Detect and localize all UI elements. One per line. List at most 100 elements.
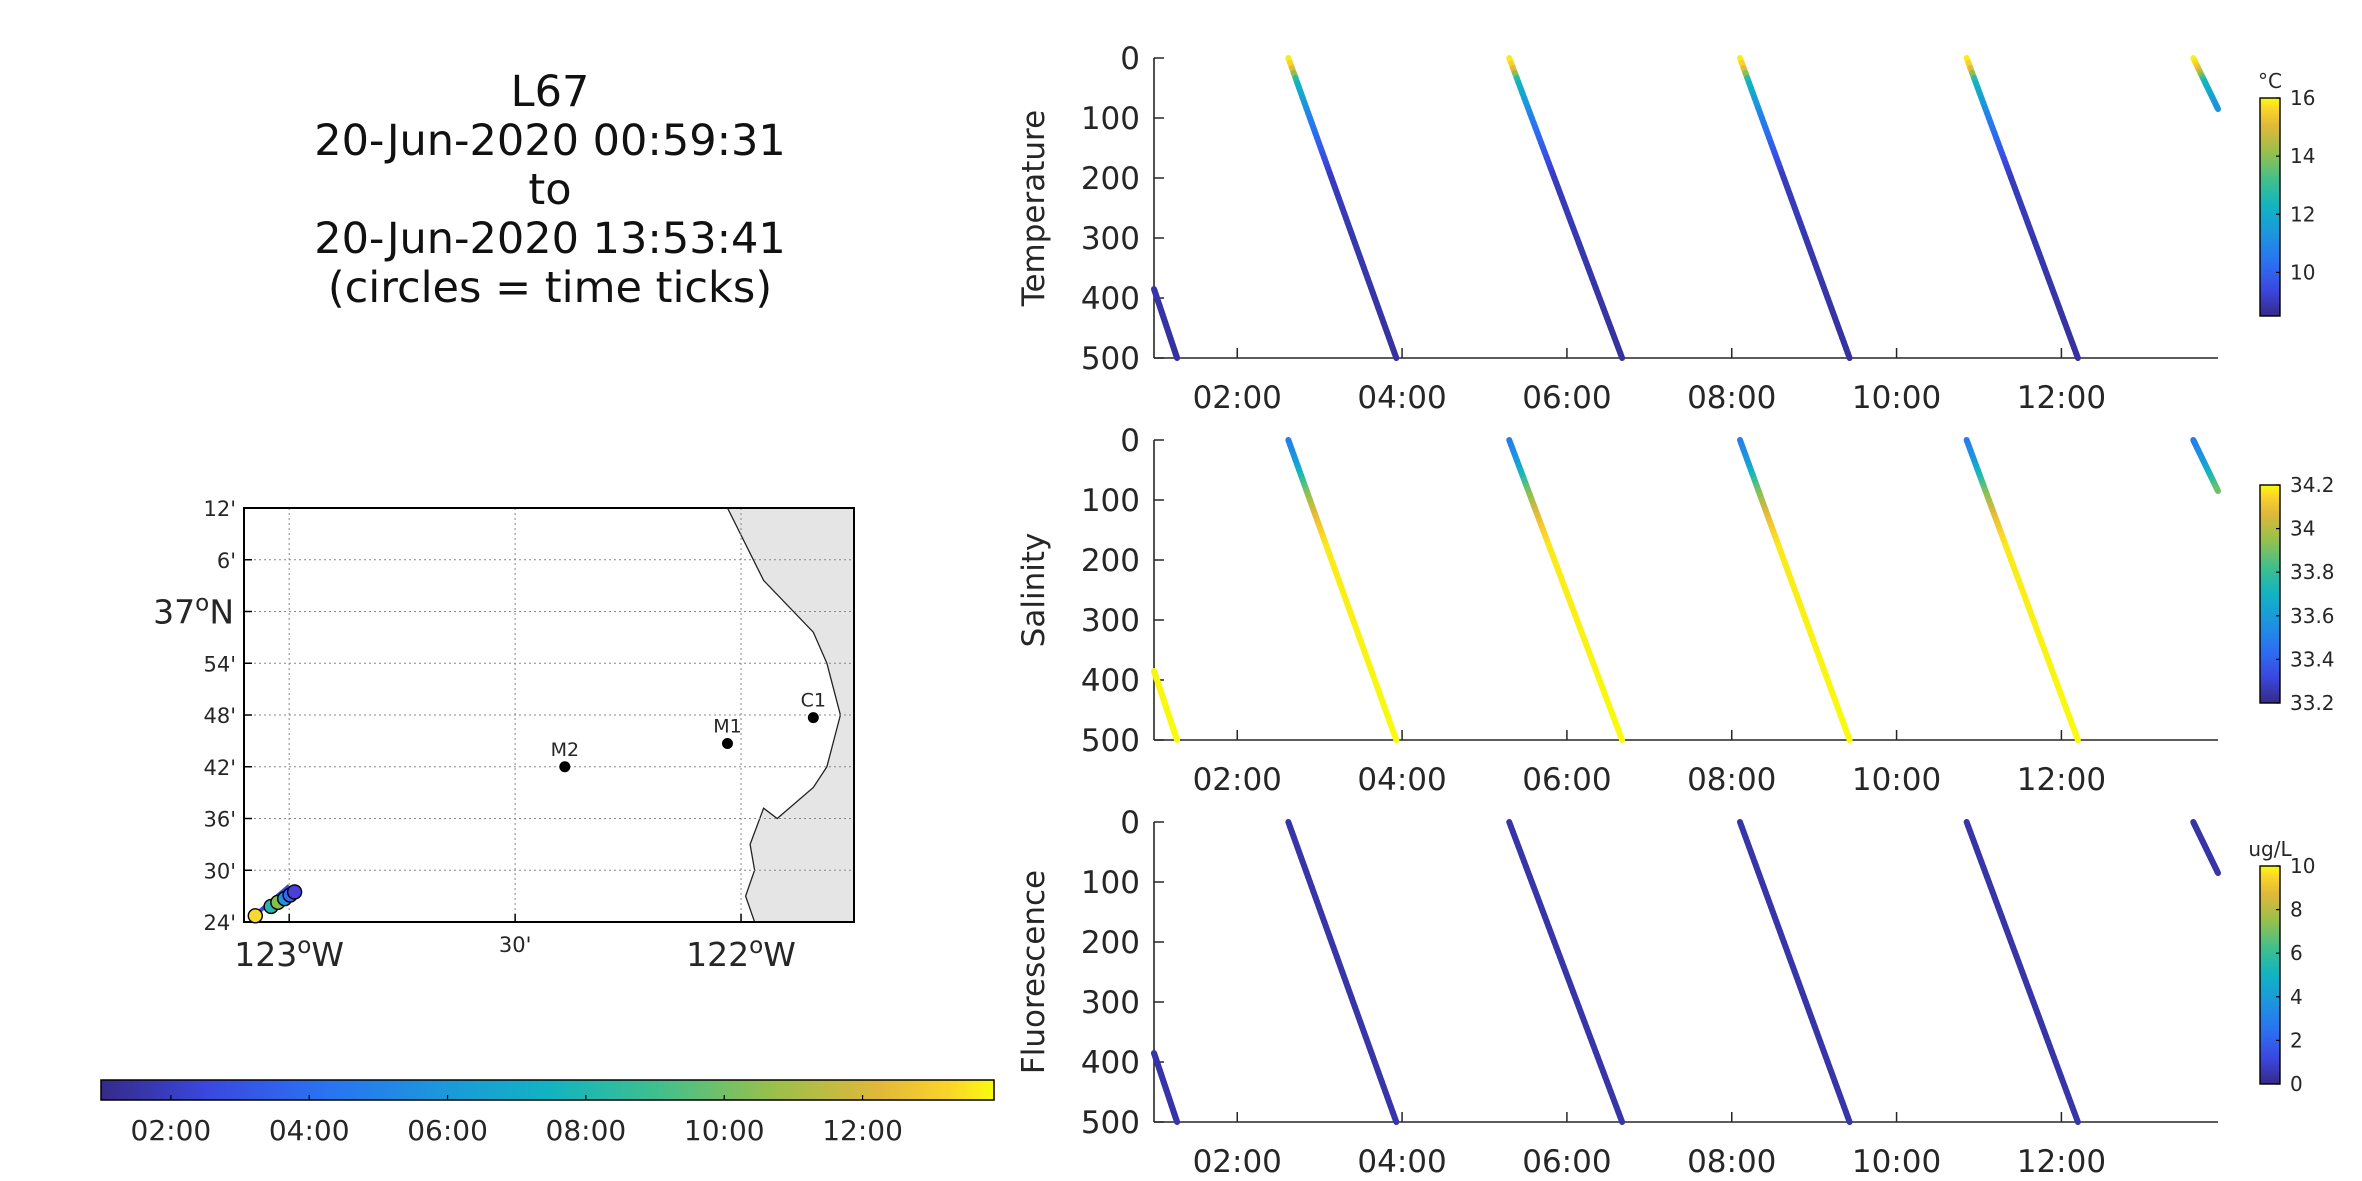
map-lat-label: 42'	[204, 756, 237, 780]
x-tick-label: 02:00	[1193, 762, 1282, 798]
colorbar-tick-label: 8	[2290, 898, 2303, 922]
colorbar-tick-label: 4	[2290, 985, 2303, 1009]
y-tick-label: 100	[1081, 865, 1140, 901]
colorbar-tick-label: 6	[2290, 941, 2303, 965]
map-lat-label: 30'	[204, 859, 237, 883]
y-tick-label: 0	[1120, 805, 1140, 841]
y-tick-label: 200	[1081, 161, 1140, 197]
map-lat-label: 37oN	[153, 590, 234, 631]
x-tick-label: 08:00	[1687, 380, 1776, 416]
time-colorbar-label: 04:00	[269, 1114, 350, 1147]
x-tick-label: 10:00	[1852, 1144, 1941, 1180]
x-tick-label: 12:00	[2017, 380, 2106, 416]
x-tick-label: 10:00	[1852, 762, 1941, 798]
colorbar-tick-label: 34.2	[2290, 473, 2335, 497]
x-tick-label: 06:00	[1522, 1144, 1611, 1180]
x-tick-label: 06:00	[1522, 380, 1611, 416]
x-tick-label: 04:00	[1357, 1144, 1446, 1180]
dive-segment	[1844, 732, 1853, 743]
map-lat-label: 48'	[204, 704, 237, 728]
time-tick-circle	[286, 884, 303, 900]
colorbar-tick-label: 0	[2290, 1072, 2303, 1096]
map-lat-label: 12'	[204, 497, 237, 521]
colorbar-gradient	[2259, 97, 2281, 317]
time-colorbar-label: 02:00	[131, 1114, 212, 1147]
y-tick-label: 0	[1120, 41, 1140, 77]
figure-title: L67 20-Jun-2020 00:59:31 to 20-Jun-2020 …	[250, 68, 850, 313]
glider-track	[247, 884, 303, 924]
map-frame	[243, 507, 855, 923]
temperature-panel: 0 100 200 300 400 500 02:00 04:00 06:00 08:00 10:0…	[1016, 41, 2315, 416]
y-axis-label: Salinity	[1016, 533, 1052, 648]
title-line-5: (circles = time ticks)	[327, 263, 773, 313]
map-panel: 123oW 30' 122oW 12' 6' 37oN 54' 48' 42' 36' 30' 24'…	[153, 497, 855, 974]
y-tick-label: 100	[1081, 101, 1140, 137]
dive-segment	[1844, 1114, 1853, 1125]
colorbar-tick-label: 10	[2290, 260, 2315, 284]
colorbar-tick-label: 33.8	[2290, 560, 2335, 584]
dive-segment	[2073, 1114, 2081, 1125]
dive-segment	[1617, 732, 1626, 743]
dive-segment	[2073, 732, 2081, 743]
colorbar-tick-label: 10	[2290, 854, 2315, 878]
dive-segment	[2073, 350, 2081, 361]
y-tick-label: 500	[1081, 341, 1140, 377]
time-colorbar-label: 12:00	[822, 1114, 903, 1147]
title-line-3: to	[528, 165, 572, 215]
y-tick-label: 400	[1081, 1045, 1140, 1081]
y-tick-label: 200	[1081, 543, 1140, 579]
dive-segment	[1844, 350, 1853, 361]
mooring-label: M1	[713, 715, 741, 737]
colorbar-tick-label: 34	[2290, 517, 2315, 541]
x-tick-label: 04:00	[1357, 762, 1446, 798]
x-tick-label: 10:00	[1852, 380, 1941, 416]
y-tick-label: 200	[1081, 925, 1140, 961]
colorbar-tick-label: 33.6	[2290, 604, 2335, 628]
colorbar-tick-label: 33.4	[2290, 647, 2335, 671]
colorbar-gradient	[2259, 865, 2281, 1085]
colorbar-tick-label: 12	[2290, 202, 2315, 226]
map-lon-label: 122oW	[686, 933, 796, 974]
dive-segment	[1391, 1114, 1400, 1125]
colorbar-unit: ug/L	[2248, 837, 2292, 861]
salinity-panel: 0 100 200 300 400 500 02:00 04:00 06:00 08:00 10:0…	[1016, 423, 2335, 798]
y-tick-label: 100	[1081, 483, 1140, 519]
y-tick-label: 0	[1120, 423, 1140, 459]
y-tick-label: 400	[1081, 663, 1140, 699]
colorbar-tick-label: 2	[2290, 1028, 2303, 1052]
map-axis-labels: 123oW 30' 122oW 12' 6' 37oN 54' 48' 42' 36' 30' 24'	[153, 497, 796, 974]
y-tick-label: 400	[1081, 281, 1140, 317]
title-line-1: L67	[510, 67, 590, 117]
title-line-4: 20-Jun-2020 13:53:41	[314, 214, 786, 264]
x-tick-label: 06:00	[1522, 762, 1611, 798]
mooring-dot	[721, 737, 733, 749]
x-tick-label: 02:00	[1193, 380, 1282, 416]
dive-segment	[1617, 1114, 1626, 1125]
x-tick-label: 04:00	[1357, 380, 1446, 416]
y-tick-label: 300	[1081, 603, 1140, 639]
dive-segment	[1617, 350, 1626, 361]
time-colorbar-label: 06:00	[407, 1114, 488, 1147]
time-colorbar-ticks: 02:00 04:00 06:00 08:00 10:00 12:00	[131, 1095, 903, 1147]
mooring-label: M2	[551, 739, 579, 761]
time-colorbar-label: 10:00	[684, 1114, 765, 1147]
x-tick-label: 08:00	[1687, 1144, 1776, 1180]
time-colorbar: 02:00 04:00 06:00 08:00 10:00 12:00	[100, 1079, 995, 1147]
map-lon-label: 30'	[499, 933, 532, 957]
time-colorbar-label: 08:00	[546, 1114, 627, 1147]
time-tick-circle	[247, 908, 263, 924]
y-tick-label: 500	[1081, 1105, 1140, 1141]
map-lat-label: 36'	[204, 808, 237, 832]
mooring-dot	[559, 761, 571, 773]
map-grid	[244, 507, 854, 923]
y-tick-label: 300	[1081, 985, 1140, 1021]
dive-segment	[1391, 732, 1400, 743]
colorbar-gradient	[2259, 484, 2281, 704]
dive-segment	[1391, 350, 1400, 361]
x-tick-label: 12:00	[2017, 762, 2106, 798]
x-tick-label: 02:00	[1193, 1144, 1282, 1180]
y-axis-label: Temperature	[1016, 110, 1052, 307]
colorbar-tick-label: 16	[2290, 86, 2315, 110]
